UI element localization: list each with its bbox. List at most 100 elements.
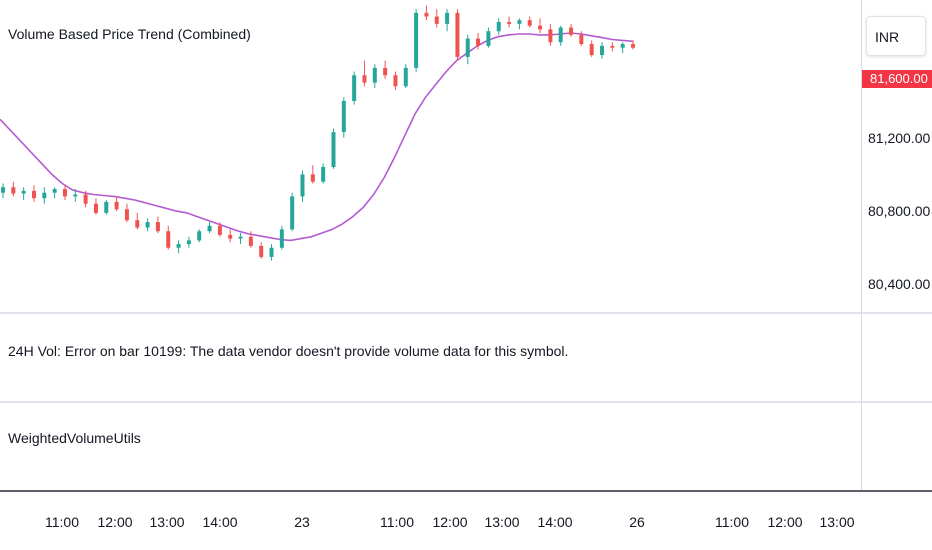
- candle[interactable]: [197, 229, 202, 243]
- candle[interactable]: [486, 27, 491, 48]
- candle[interactable]: [290, 192, 295, 232]
- candle[interactable]: [321, 163, 326, 184]
- candle[interactable]: [52, 187, 57, 199]
- candle-body: [600, 45, 605, 56]
- candle[interactable]: [558, 25, 563, 46]
- candle[interactable]: [517, 18, 522, 30]
- candle-body: [548, 29, 553, 43]
- candle[interactable]: [21, 187, 26, 201]
- candle[interactable]: [31, 185, 36, 202]
- time-tick-label: 12:00: [97, 514, 133, 530]
- candle[interactable]: [476, 33, 481, 50]
- candle[interactable]: [269, 244, 274, 261]
- candle[interactable]: [166, 225, 171, 250]
- candle-body: [631, 44, 635, 48]
- candle[interactable]: [569, 23, 574, 37]
- time-tick-label: 13:00: [484, 514, 520, 530]
- time-axis[interactable]: 11:00 12:00 13:00 14:00 23 11:00 12:00 13:00 14:…: [0, 492, 861, 550]
- candle-body: [155, 222, 160, 232]
- candle[interactable]: [362, 60, 367, 87]
- candle-body: [569, 27, 574, 35]
- candle[interactable]: [548, 23, 553, 46]
- candle-body: [434, 16, 439, 24]
- candle-body: [496, 22, 501, 32]
- candle[interactable]: [372, 64, 377, 89]
- candle[interactable]: [424, 5, 429, 21]
- time-axis-border: [0, 490, 932, 492]
- candle[interactable]: [93, 198, 98, 215]
- candle[interactable]: [207, 222, 212, 234]
- candle-body: [517, 20, 522, 24]
- candle[interactable]: [176, 240, 181, 254]
- candle[interactable]: [620, 42, 625, 54]
- price-chart[interactable]: [0, 0, 861, 312]
- candle-body: [579, 34, 584, 45]
- ma-line[interactable]: [0, 32, 634, 242]
- candle-body: [538, 25, 543, 30]
- candle[interactable]: [414, 9, 419, 72]
- candle-body: [331, 132, 336, 168]
- candle[interactable]: [352, 71, 357, 105]
- candle[interactable]: [155, 216, 160, 234]
- candle[interactable]: [248, 231, 253, 248]
- currency-selector[interactable]: INR: [866, 16, 926, 56]
- candle[interactable]: [217, 222, 222, 237]
- candle[interactable]: [42, 187, 47, 204]
- candle-body: [424, 12, 429, 17]
- candle[interactable]: [393, 71, 398, 90]
- chart-area[interactable]: Volume Based Price Trend (Combined) 24H …: [0, 0, 861, 550]
- candle[interactable]: [259, 242, 264, 259]
- time-tick-label: 13:00: [819, 514, 855, 530]
- price-tick-label: 80,400.00: [868, 276, 931, 293]
- utils-pane-title[interactable]: WeightedVolumeUtils: [8, 430, 141, 446]
- candle[interactable]: [465, 34, 470, 65]
- candle[interactable]: [11, 181, 16, 197]
- candle[interactable]: [114, 196, 119, 212]
- candle[interactable]: [145, 218, 150, 232]
- time-tick-label: 14:00: [202, 514, 238, 530]
- candle[interactable]: [238, 233, 243, 245]
- candle-body: [465, 38, 470, 57]
- pane-separator-1[interactable]: [0, 312, 861, 314]
- candle[interactable]: [279, 225, 284, 250]
- time-tick-label: 23: [294, 514, 310, 530]
- candle-body: [403, 67, 408, 87]
- candle[interactable]: [383, 60, 388, 79]
- candle[interactable]: [62, 185, 67, 201]
- time-tick-label: 11:00: [45, 514, 79, 530]
- candle-body: [228, 234, 233, 239]
- candle[interactable]: [600, 42, 605, 59]
- candle[interactable]: [589, 40, 594, 57]
- candle[interactable]: [300, 170, 305, 202]
- candle-body: [1, 187, 5, 193]
- candle[interactable]: [527, 16, 532, 28]
- candle[interactable]: [104, 200, 109, 215]
- candle[interactable]: [579, 31, 584, 46]
- candle[interactable]: [610, 42, 615, 52]
- candle[interactable]: [507, 16, 512, 28]
- last-price-tag: 81,600.00: [862, 70, 932, 88]
- candle[interactable]: [455, 9, 460, 61]
- main-pane-title[interactable]: Volume Based Price Trend (Combined): [8, 26, 251, 42]
- price-scale-separator-2: [862, 401, 932, 403]
- candle[interactable]: [403, 64, 408, 89]
- candle[interactable]: [73, 189, 78, 202]
- candle-body: [414, 12, 419, 68]
- candle[interactable]: [228, 229, 233, 243]
- candle[interactable]: [186, 236, 191, 248]
- candle[interactable]: [434, 9, 439, 28]
- candle[interactable]: [83, 190, 88, 208]
- candle[interactable]: [496, 18, 501, 35]
- pane-separator-2[interactable]: [0, 401, 861, 403]
- candle[interactable]: [538, 18, 543, 34]
- candle[interactable]: [331, 128, 336, 169]
- candle[interactable]: [1, 183, 5, 199]
- candle[interactable]: [124, 203, 129, 223]
- candle[interactable]: [135, 212, 140, 230]
- candle[interactable]: [341, 97, 346, 138]
- candle[interactable]: [310, 165, 315, 184]
- candle[interactable]: [631, 40, 635, 50]
- time-tick-label: 26: [629, 514, 645, 530]
- candle[interactable]: [445, 9, 450, 32]
- candle-body: [62, 189, 67, 197]
